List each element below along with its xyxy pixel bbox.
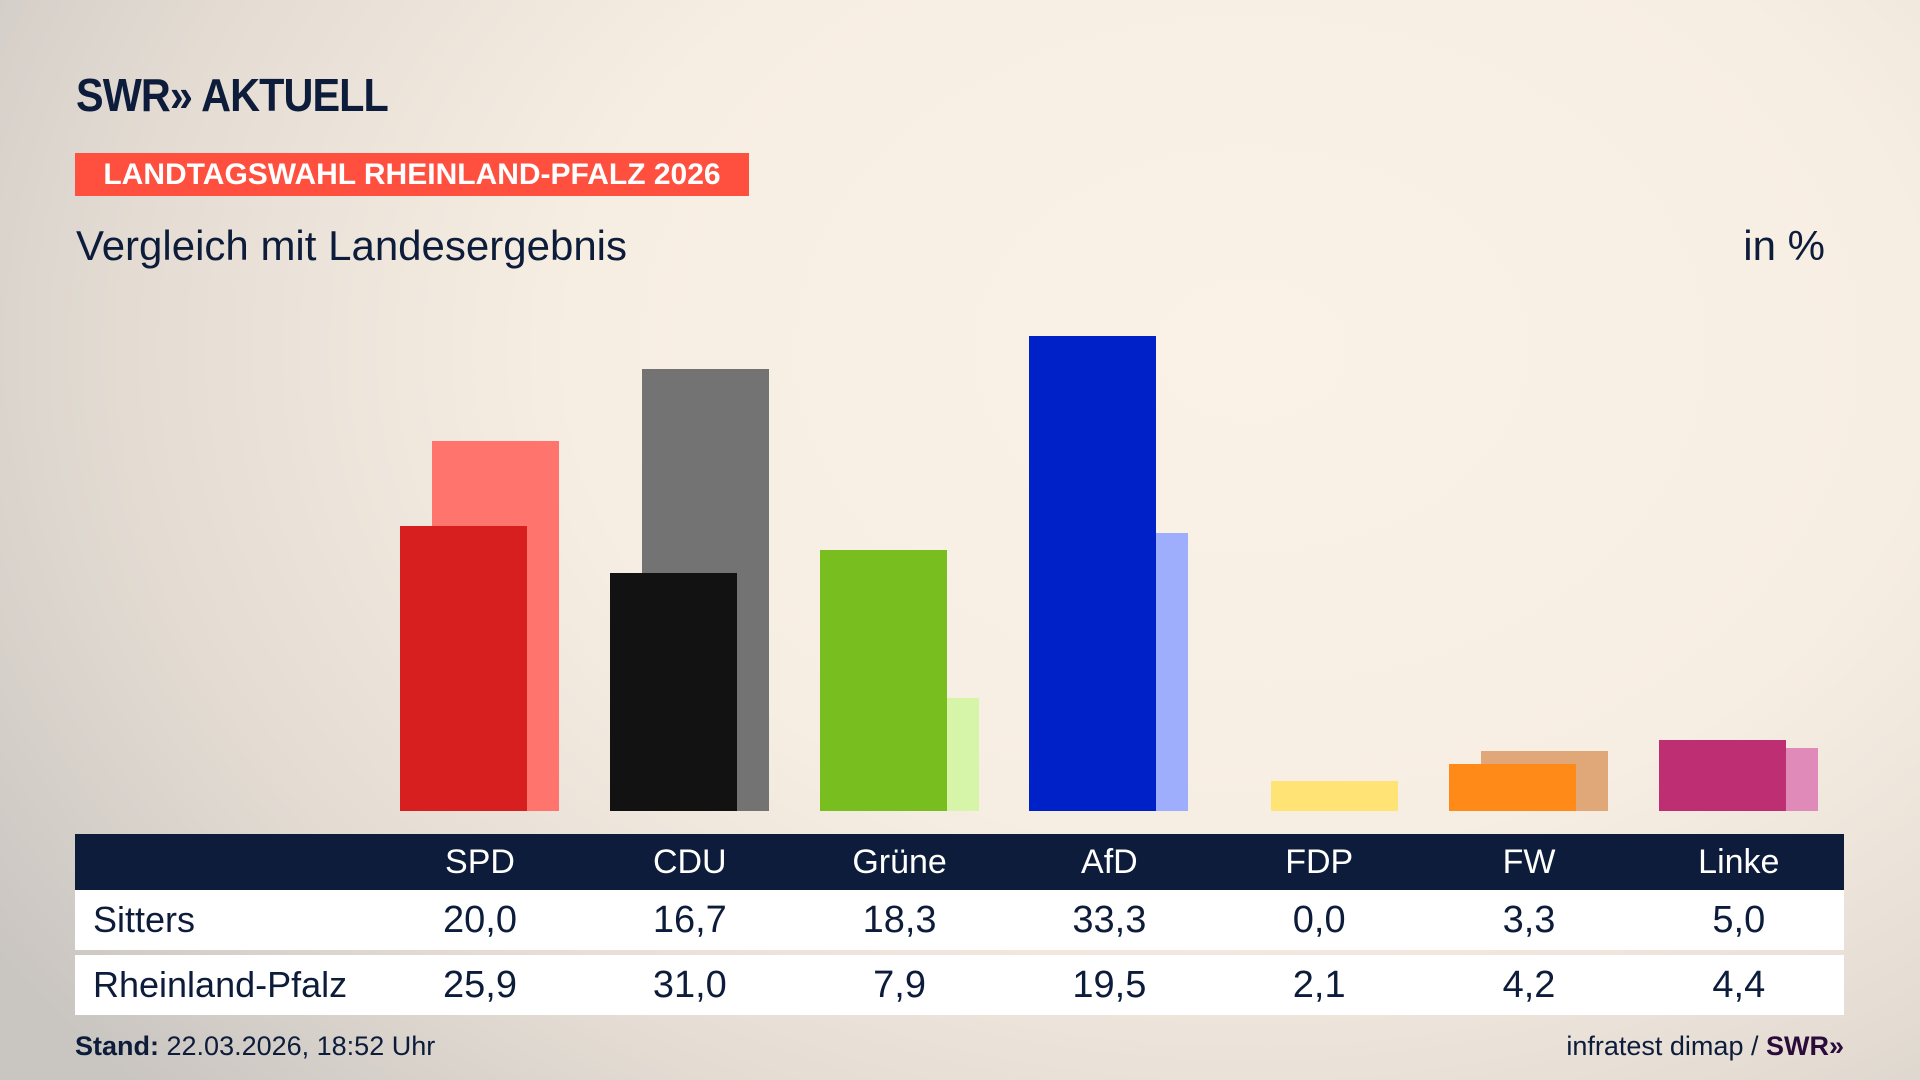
bar-sitters-linke [1658,739,1786,811]
source-text: infratest dimap / [1566,1031,1759,1061]
value-cell: 2,1 [1292,963,1346,1006]
row-label: Sitters [93,899,196,940]
bar-sitters-grüne [819,549,947,811]
column-header-afd: AfD [1081,842,1138,881]
table-header: SPD CDU Grüne AfD FDP FW Linke [75,834,1844,890]
chart-subtitle: Vergleich mit Landesergebnis [76,222,628,269]
column-header-grüne: Grüne [852,842,947,881]
column-header-spd: SPD [445,842,515,881]
timestamp: Stand: 22.03.2026, 18:52 Uhr [75,1031,435,1062]
bar-sitters-fw [1449,763,1576,811]
value-cell: 3,3 [1502,898,1556,941]
swr-aktuell-logo: SWR» AKTUELL [76,69,389,121]
stand-label: Stand: [75,1031,159,1061]
table-row-sitters: Sitters 20,0 16,7 18,3 33,3 0,0 3,3 5,0 [75,890,1844,950]
bar-rlp-fdp [1271,781,1399,811]
value-cell: 0,0 [1292,898,1346,941]
bar-sitters-cdu [609,572,737,811]
bar-sitters-afd [1029,335,1157,811]
value-cell: 7,9 [873,963,926,1006]
election-banner: LANDTAGSWAHL RHEINLAND-PFALZ 2026 [75,153,749,196]
value-cell: 16,7 [652,898,727,941]
row-label: Rheinland-Pfalz [93,964,348,1005]
value-cell: 25,9 [443,963,517,1006]
value-cell: 4,2 [1502,963,1556,1006]
column-header-cdu: CDU [652,842,727,881]
value-cell: 31,0 [652,963,727,1006]
value-cell: 5,0 [1712,898,1766,941]
swr-logo: SWR» [1765,1031,1844,1061]
value-cell: 4,4 [1712,963,1766,1006]
value-cell: 33,3 [1072,898,1147,941]
stand-value: 22.03.2026, 18:52 Uhr [166,1031,436,1061]
value-cell: 20,0 [443,898,517,941]
bar-sitters-spd [400,525,527,811]
table-row-rheinland-pfalz: Rheinland-Pfalz 25,9 31,0 7,9 19,5 2,1 4,2 4,4 [75,955,1844,1015]
column-header-linke: Linke [1698,842,1780,881]
value-cell: 18,3 [862,898,937,941]
value-cell: 19,5 [1072,963,1147,1006]
column-header-fdp: FDP [1285,842,1354,881]
column-header-fw: FW [1502,842,1556,881]
unit-label: in % [1743,222,1825,269]
bar-chart [400,335,1818,811]
source: infratest dimap / SWR» [1566,1031,1844,1062]
